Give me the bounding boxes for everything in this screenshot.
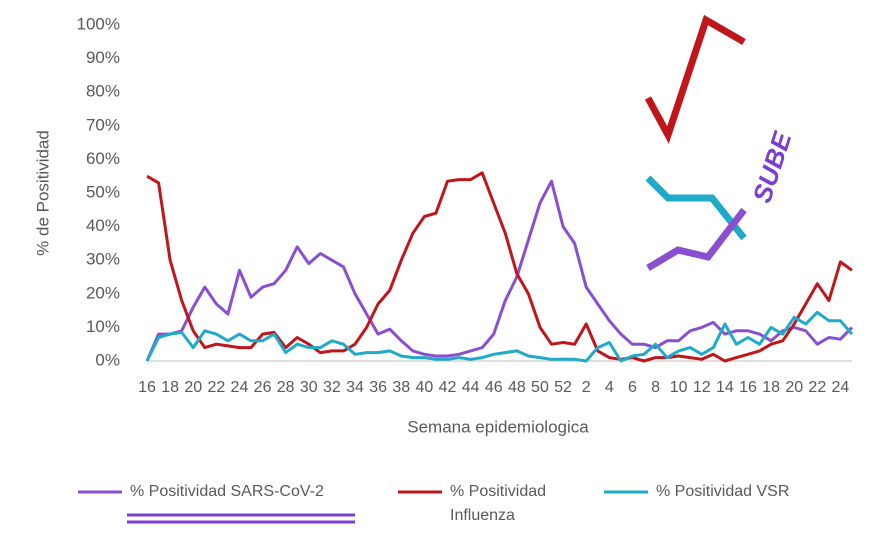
y-tick-label: 90% xyxy=(86,48,120,67)
x-tick-label: 4 xyxy=(605,379,614,396)
x-tick-label: 8 xyxy=(651,379,660,396)
legend-label: % Positividad SARS-CoV-2 xyxy=(130,483,324,500)
x-tick-label: 46 xyxy=(485,379,503,396)
x-tick-label: 30 xyxy=(300,379,318,396)
y-tick-label: 50% xyxy=(86,182,120,201)
y-tick-label: 80% xyxy=(86,82,120,101)
x-tick-label: 16 xyxy=(739,379,757,396)
y-tick-label: 40% xyxy=(86,216,120,235)
x-tick-label: 44 xyxy=(462,379,480,396)
y-axis-title: % de Positividad xyxy=(33,130,52,256)
x-tick-label: 28 xyxy=(277,379,295,396)
x-tick-label: 14 xyxy=(716,379,734,396)
y-tick-label: 10% xyxy=(86,317,120,336)
x-tick-label: 22 xyxy=(207,379,225,396)
y-tick-label: 60% xyxy=(86,149,120,168)
y-tick-label: 100% xyxy=(77,14,120,33)
x-tick-label: 16 xyxy=(138,379,156,396)
y-tick-label: 70% xyxy=(86,115,120,134)
x-tick-label: 24 xyxy=(832,379,850,396)
inset-red xyxy=(644,14,746,144)
x-tick-label: 42 xyxy=(439,379,457,396)
x-tick-label: 18 xyxy=(161,379,179,396)
series-line xyxy=(145,310,854,363)
inset-cyan xyxy=(645,175,747,241)
x-tick-label: 24 xyxy=(231,379,249,396)
x-tick-label: 26 xyxy=(254,379,272,396)
series-line xyxy=(145,179,854,362)
x-tick-label: 22 xyxy=(808,379,826,396)
x-tick-label: 20 xyxy=(785,379,803,396)
x-tick-label: 38 xyxy=(392,379,410,396)
x-tick-label: 50 xyxy=(531,379,549,396)
x-tick-label: 12 xyxy=(693,379,711,396)
y-tick-label: 30% xyxy=(86,250,120,269)
x-axis-title: Semana epidemiologica xyxy=(407,417,589,436)
x-tick-label: 20 xyxy=(184,379,202,396)
x-tick-label: 48 xyxy=(508,379,526,396)
series-line xyxy=(146,171,853,363)
x-tick-label: 52 xyxy=(554,379,572,396)
legend-label: % Positividad Influenza xyxy=(450,483,547,524)
x-tick-label: 34 xyxy=(346,379,364,396)
inset-purple xyxy=(646,207,747,272)
legend-label: % Positividad VSR xyxy=(656,483,790,500)
y-tick-label: 0% xyxy=(95,350,120,369)
x-tick-label: 2 xyxy=(582,379,591,396)
x-tick-label: 6 xyxy=(628,379,637,396)
x-tick-label: 32 xyxy=(323,379,341,396)
x-tick-label: 18 xyxy=(762,379,780,396)
x-tick-label: 40 xyxy=(415,379,433,396)
x-tick-label: 10 xyxy=(670,379,688,396)
x-tick-label: 36 xyxy=(369,379,387,396)
y-tick-label: 20% xyxy=(86,283,120,302)
inset: SUBE xyxy=(644,0,806,275)
